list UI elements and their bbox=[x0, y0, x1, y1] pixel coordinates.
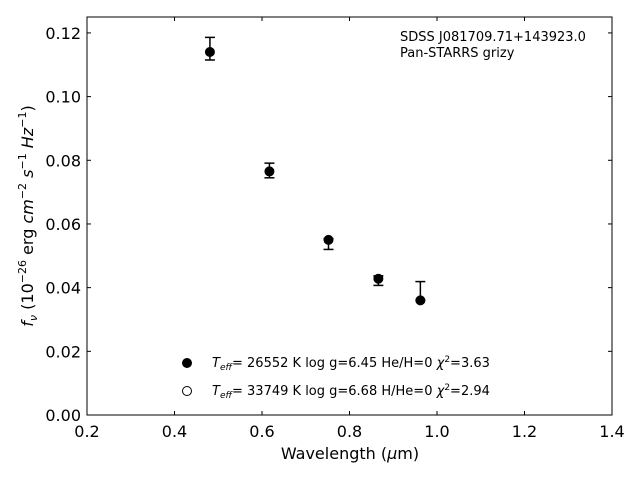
legend-logg-2: log g=6.68 bbox=[305, 384, 377, 399]
annotation-line-2: Pan-STARRS grizy bbox=[400, 46, 515, 61]
annotation: SDSS J081709.71+143923.0 Pan-STARRS griz… bbox=[400, 30, 586, 61]
y-tick-label: 0.10 bbox=[45, 88, 81, 107]
x-axis-label: Wavelength (μm) bbox=[281, 444, 419, 463]
y-tick-label: 0.08 bbox=[45, 151, 81, 170]
legend-label-1: Teff= 26552 K log g=6.45 He/H=0 χ2=3.63 bbox=[212, 355, 490, 373]
legend-comp-2: H/He=0 bbox=[381, 384, 432, 399]
y-tick-label: 0.00 bbox=[45, 406, 81, 425]
legend-entry-2: Teff= 33749 K log g=6.68 H/He=0 χ2=2.94 bbox=[182, 383, 490, 401]
x-tick-label: 0.2 bbox=[74, 422, 99, 441]
x-tick-label: 1.0 bbox=[424, 422, 449, 441]
legend-teff-1: = 26552 K bbox=[232, 356, 302, 371]
legend-chi2-1: =3.63 bbox=[450, 356, 490, 371]
model-point-filled bbox=[373, 273, 384, 284]
x-tick-label: 0.8 bbox=[337, 422, 362, 441]
axis-ticks: 0.2 0.4 0.6 0.8 1.0 1.2 1.4 0.00 0.02 0.04 0.06 0.0… bbox=[45, 17, 625, 441]
model-point-filled bbox=[415, 295, 426, 306]
legend-entry-1: Teff= 26552 K log g=6.45 He/H=0 χ2=3.63 bbox=[182, 355, 490, 373]
model-point-filled bbox=[264, 166, 275, 177]
y-tick-label: 0.06 bbox=[45, 215, 81, 234]
model-point-filled bbox=[323, 234, 334, 245]
annotation-line-1: SDSS J081709.71+143923.0 bbox=[400, 30, 586, 45]
x-tick-label: 1.2 bbox=[512, 422, 537, 441]
x-tick-label: 0.6 bbox=[249, 422, 274, 441]
legend-comp-1: He/H=0 bbox=[381, 356, 432, 371]
data-marks bbox=[204, 36, 426, 306]
y-tick-label: 0.12 bbox=[45, 24, 81, 43]
legend-teff-2: = 33749 K bbox=[232, 384, 302, 399]
legend-label-2: Teff= 33749 K log g=6.68 H/He=0 χ2=2.94 bbox=[212, 383, 490, 401]
y-axis-label: fν (10−26 erg cm−2 s−1 Hz−1) bbox=[16, 105, 40, 326]
legend-logg-1: log g=6.45 bbox=[305, 356, 377, 371]
y-tick-label: 0.02 bbox=[45, 342, 81, 361]
legend-marker-open bbox=[182, 386, 192, 396]
legend-chi2-2: =2.94 bbox=[450, 384, 490, 399]
legend: Teff= 26552 K log g=6.45 He/H=0 χ2=3.63 … bbox=[182, 355, 490, 401]
y-tick-label: 0.04 bbox=[45, 279, 81, 298]
x-tick-label: 0.4 bbox=[162, 422, 187, 441]
legend-marker-filled bbox=[182, 358, 192, 368]
x-tick-label: 1.4 bbox=[599, 422, 624, 441]
model-point-filled bbox=[204, 47, 215, 58]
